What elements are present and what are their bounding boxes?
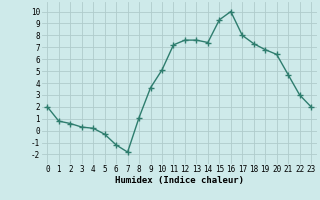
X-axis label: Humidex (Indice chaleur): Humidex (Indice chaleur) [115,176,244,185]
